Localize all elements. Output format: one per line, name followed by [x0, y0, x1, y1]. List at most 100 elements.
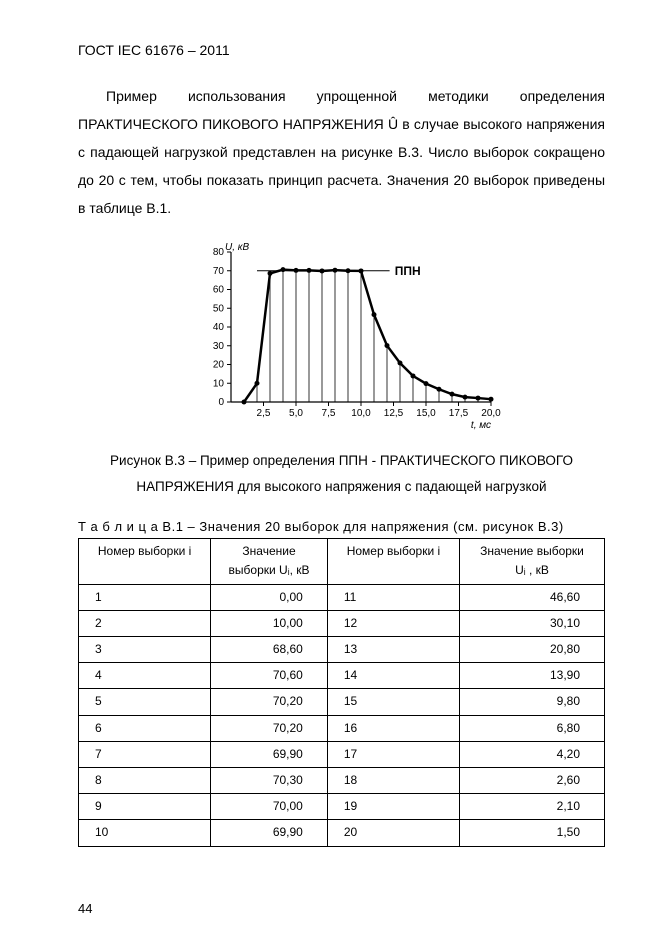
data-marker	[241, 400, 246, 405]
cell-sample-left: 3	[79, 637, 211, 663]
cell-value-left: 70,00	[211, 794, 328, 820]
xtick-label: 17,5	[448, 408, 468, 419]
samples-table: Номер выборки i Значение выборки Uᵢ, кВ …	[78, 538, 605, 846]
cell-value-right: 6,80	[460, 715, 605, 741]
doc-header: ГОСТ IEC 61676 – 2011	[78, 42, 605, 58]
ytick-label: 50	[212, 303, 224, 314]
cell-sample-right: 17	[327, 741, 459, 767]
ytick-label: 60	[212, 285, 224, 296]
cell-value-left: 70,20	[211, 689, 328, 715]
data-marker	[293, 268, 298, 273]
cell-value-left: 69,90	[211, 741, 328, 767]
page-number: 44	[78, 901, 92, 916]
cell-sample-left: 6	[79, 715, 211, 741]
data-marker	[397, 361, 402, 366]
data-marker	[332, 268, 337, 273]
cell-value-left: 10,00	[211, 610, 328, 636]
data-marker	[306, 268, 311, 273]
data-marker	[280, 267, 285, 272]
cell-value-left: 69,90	[211, 820, 328, 846]
cell-value-right: 4,20	[460, 741, 605, 767]
voltage-chart: 010203040506070802,55,07,510,012,515,017…	[177, 240, 507, 440]
cell-sample-left: 2	[79, 610, 211, 636]
data-marker	[319, 268, 324, 273]
cell-sample-left: 1	[79, 584, 211, 610]
y-axis-label: U, кВ	[225, 242, 250, 253]
th-value-right-l1: Значение выборки	[480, 544, 584, 558]
th-value-right-l2: Uᵢ , кВ	[515, 563, 549, 577]
ppn-label: ППН	[394, 264, 420, 278]
data-marker	[449, 392, 454, 397]
xtick-label: 10,0	[351, 408, 371, 419]
table-row: 670,20166,80	[79, 715, 605, 741]
table-row: 1069,90201,50	[79, 820, 605, 846]
cell-value-left: 68,60	[211, 637, 328, 663]
cell-sample-left: 10	[79, 820, 211, 846]
data-marker	[436, 387, 441, 392]
cell-value-right: 30,10	[460, 610, 605, 636]
data-marker	[488, 397, 493, 402]
table-row: 210,001230,10	[79, 610, 605, 636]
cell-sample-right: 20	[327, 820, 459, 846]
data-marker	[371, 312, 376, 317]
th-value-right: Значение выборки Uᵢ , кВ	[460, 539, 605, 584]
cell-sample-left: 9	[79, 794, 211, 820]
cell-sample-right: 14	[327, 663, 459, 689]
ytick-label: 30	[212, 341, 224, 352]
cell-sample-right: 12	[327, 610, 459, 636]
data-marker	[358, 268, 363, 273]
table-row: 570,20159,80	[79, 689, 605, 715]
table-row: 970,00192,10	[79, 794, 605, 820]
cell-sample-left: 7	[79, 741, 211, 767]
table-caption: Т а б л и ц а В.1 – Значения 20 выборок …	[78, 519, 605, 534]
ytick-label: 10	[212, 378, 224, 389]
th-value-left-l1: Значение	[242, 544, 295, 558]
xtick-label: 15,0	[416, 408, 436, 419]
cell-sample-right: 13	[327, 637, 459, 663]
table-row: 368,601320,80	[79, 637, 605, 663]
ytick-label: 20	[212, 360, 224, 371]
cell-sample-left: 8	[79, 767, 211, 793]
cell-value-right: 20,80	[460, 637, 605, 663]
cell-sample-right: 16	[327, 715, 459, 741]
table-row: 769,90174,20	[79, 741, 605, 767]
chart-container: 010203040506070802,55,07,510,012,515,017…	[78, 240, 605, 440]
cell-sample-left: 4	[79, 663, 211, 689]
table-header-row: Номер выборки i Значение выборки Uᵢ, кВ …	[79, 539, 605, 584]
cell-sample-right: 11	[327, 584, 459, 610]
figure-caption: Рисунок В.3 – Пример определения ППН - П…	[98, 448, 585, 499]
cell-sample-left: 5	[79, 689, 211, 715]
cell-value-right: 13,90	[460, 663, 605, 689]
data-marker	[345, 268, 350, 273]
cell-value-left: 70,60	[211, 663, 328, 689]
th-value-left: Значение выборки Uᵢ, кВ	[211, 539, 328, 584]
cell-value-right: 2,10	[460, 794, 605, 820]
table-row: 870,30182,60	[79, 767, 605, 793]
cell-value-right: 1,50	[460, 820, 605, 846]
xtick-label: 20,0	[481, 408, 501, 419]
voltage-line	[244, 270, 491, 402]
table-row: 470,601413,90	[79, 663, 605, 689]
x-axis-label: t, мс	[470, 420, 490, 431]
cell-value-right: 2,60	[460, 767, 605, 793]
ytick-label: 80	[212, 247, 224, 258]
data-marker	[267, 271, 272, 276]
data-marker	[475, 396, 480, 401]
ytick-label: 40	[212, 322, 224, 333]
xtick-label: 5,0	[289, 408, 303, 419]
cell-value-left: 70,20	[211, 715, 328, 741]
table-row: 10,001146,60	[79, 584, 605, 610]
th-sample-right: Номер выборки i	[327, 539, 459, 584]
body-paragraph: Пример использования упрощенной методики…	[78, 82, 605, 222]
data-marker	[462, 395, 467, 400]
xtick-label: 7,5	[321, 408, 335, 419]
cell-value-right: 46,60	[460, 584, 605, 610]
cell-value-left: 0,00	[211, 584, 328, 610]
cell-value-right: 9,80	[460, 689, 605, 715]
cell-sample-right: 18	[327, 767, 459, 793]
xtick-label: 12,5	[383, 408, 403, 419]
cell-sample-right: 15	[327, 689, 459, 715]
data-marker	[410, 373, 415, 378]
data-marker	[423, 381, 428, 386]
data-marker	[254, 381, 259, 386]
